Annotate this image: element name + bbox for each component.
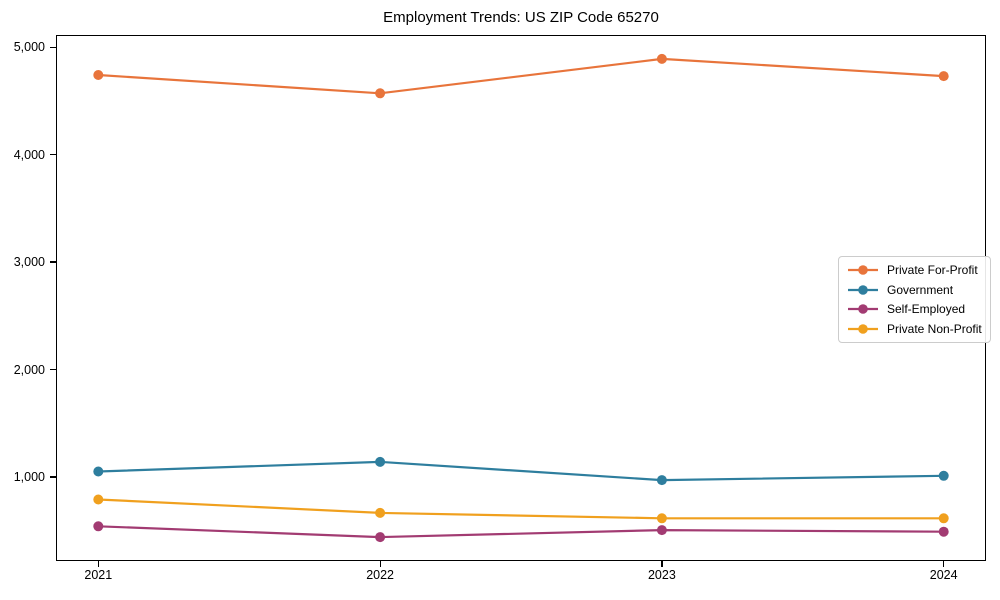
legend: Private For-Profit Government Self-Employe… (838, 256, 991, 343)
legend-item-private-non-profit[interactable]: Private Non-Profit (847, 322, 982, 336)
series-line-private-non-profit (98, 498, 944, 520)
data-point-private-non-profit-2024[interactable]: Private Non-Profit 2024: 615 (938, 513, 949, 524)
data-point-private-non-profit-2023[interactable]: Private Non-Profit 2023: 615 (656, 513, 667, 524)
legend-line-marker-icon (848, 284, 878, 295)
data-point-private-for-profit-2024[interactable]: Private For-Profit 2024: 4730 (938, 71, 949, 82)
legend-item-private-for-profit[interactable]: Private For-Profit (847, 263, 982, 277)
legend-item-self-employed[interactable]: Self-Employed (847, 302, 982, 316)
legend-line-marker-icon (848, 304, 878, 315)
series-line-government (98, 460, 944, 482)
data-point-government-2024[interactable]: Government 2024: 1010 (938, 470, 949, 481)
data-point-private-non-profit-2021[interactable]: Private Non-Profit 2021: 790 (93, 494, 104, 505)
y-tick-mark (50, 153, 56, 156)
y-tick-label: 5,000 (13, 40, 45, 55)
legend-label: Self-Employed (887, 302, 966, 317)
y-tick-label: 2,000 (13, 362, 45, 377)
chart-title: Employment Trends: US ZIP Code 65270 (383, 9, 659, 26)
x-tick-label: 2024 (929, 568, 958, 582)
data-point-private-for-profit-2021[interactable]: Private For-Profit 2021: 4740 (93, 70, 104, 80)
y-tick-mark (50, 476, 56, 478)
data-point-government-2021[interactable]: Government 2021: 1050 (93, 466, 104, 477)
data-point-private-for-profit-2023[interactable]: Private For-Profit 2023: 4890 (656, 53, 667, 64)
line-plot: Private For-Profit 2021: 4740 Private For… (93, 53, 949, 543)
y-tick-mark (50, 368, 56, 371)
data-point-self-employed-2021[interactable]: Self-Employed 2021: 540 (93, 521, 104, 532)
x-tick-mark (943, 561, 945, 567)
x-tick-mark (661, 561, 663, 567)
data-point-government-2023[interactable]: Government 2023: 970 (656, 475, 667, 486)
legend-label: Private For-Profit (887, 263, 978, 277)
legend-label: Government (887, 282, 954, 297)
y-tick-label: 4,000 (13, 147, 45, 162)
series-line-private-for-profit (98, 57, 944, 95)
data-point-private-for-profit-2022[interactable]: Private For-Profit 2022: 4570 (375, 88, 386, 99)
data-point-self-employed-2024[interactable]: Self-Employed 2024: 490 (938, 526, 949, 537)
data-point-self-employed-2022[interactable]: Self-Employed 2022: 440 (375, 532, 386, 543)
data-point-self-employed-2023[interactable]: Self-Employed 2023: 505 (656, 525, 667, 536)
data-point-private-non-profit-2022[interactable]: Private Non-Profit 2022: 665 (375, 507, 386, 518)
legend-item-government[interactable]: Government (847, 283, 982, 297)
plot-area (56, 35, 986, 561)
x-tick-mark (97, 561, 99, 567)
legend-line-marker-icon (848, 324, 878, 334)
data-point-government-2022[interactable]: Government 2022: 1140 (375, 456, 386, 467)
y-tick-label: 3,000 (13, 255, 45, 269)
y-tick-mark (50, 46, 56, 48)
y-tick-label: 1,000 (13, 469, 45, 484)
series-line-self-employed (98, 525, 944, 539)
legend-line-marker-icon (848, 265, 878, 275)
legend-label: Private Non-Profit (887, 321, 982, 336)
y-tick-mark (50, 261, 56, 263)
x-tick-mark (379, 561, 381, 567)
x-tick-label: 2021 (84, 568, 113, 582)
x-tick-label: 2022 (366, 568, 394, 582)
x-tick-label: 2023 (647, 568, 676, 582)
